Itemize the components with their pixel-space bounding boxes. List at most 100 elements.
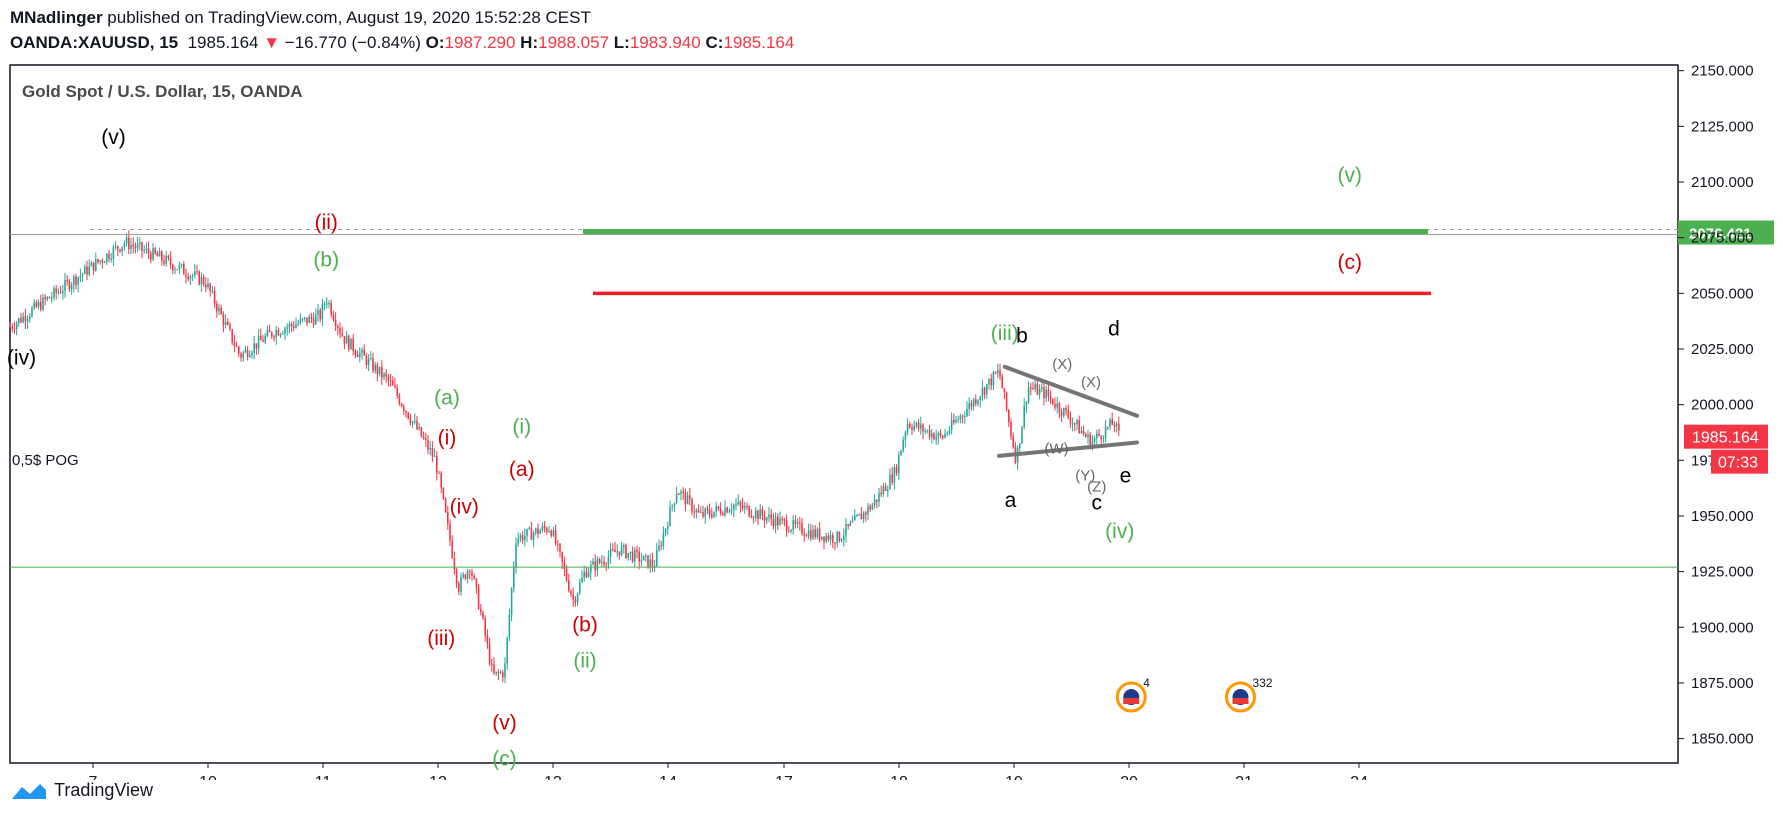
candle-body [823, 536, 825, 542]
candle-body [1085, 433, 1087, 438]
candle-body [653, 566, 656, 568]
candle-body [708, 510, 711, 515]
candle-body [158, 251, 161, 257]
candle-body [442, 487, 445, 499]
candle-body [312, 318, 315, 325]
candle-body [904, 432, 907, 441]
candle-body [409, 418, 412, 424]
candle-body [521, 535, 524, 541]
candle-body [134, 246, 137, 248]
wave-label: d [1108, 318, 1120, 341]
candle-body [350, 338, 352, 350]
candle-body [1027, 387, 1030, 402]
candle-body [42, 297, 44, 310]
candle-body [660, 545, 662, 547]
candle-body [1111, 419, 1113, 425]
candle-body [638, 551, 640, 562]
candle-body [1019, 443, 1021, 448]
time-axis[interactable]: 7 10 11 12 13 14 17 18 19 20 21 24 [89, 763, 1368, 780]
candle-body [31, 308, 33, 317]
wave-label: (X) [1081, 374, 1101, 391]
candle-body [598, 559, 601, 563]
candle-body [152, 248, 154, 260]
candle-body [103, 261, 106, 263]
candle-body [664, 528, 667, 534]
candle-body [59, 291, 62, 294]
candle-body [651, 559, 654, 567]
candle-body [827, 535, 830, 540]
event-markers-layer: 4332333 [1115, 676, 1273, 713]
price-chart[interactable]: Gold Spot / U.S. Dollar, 15, OANDA 0,5$ … [0, 0, 1783, 780]
candle-body [627, 553, 629, 559]
candle-body [341, 333, 343, 337]
candle-body [24, 316, 27, 322]
candle-body [799, 522, 801, 524]
candle-body [64, 279, 66, 291]
time-tick-label: 17 [775, 774, 793, 780]
candle-body [770, 514, 772, 520]
brand-name: TradingView [54, 780, 154, 800]
candle-body [761, 509, 764, 516]
candle-body [794, 520, 797, 525]
candle-body [535, 528, 537, 533]
candle-body [172, 264, 174, 271]
candle-body [911, 427, 913, 430]
candle-body [62, 290, 64, 294]
candle-body [1038, 388, 1041, 395]
candle-body [704, 508, 706, 517]
candle-body [924, 430, 926, 432]
footer-brand[interactable]: TradingView [10, 780, 153, 801]
candle-body [497, 671, 500, 674]
candle-body [739, 501, 742, 506]
candle-body [202, 277, 205, 285]
candle-body [955, 419, 957, 423]
price-tick-label: 2000.000 [1691, 397, 1754, 414]
candle-body [95, 259, 97, 271]
candle-body [649, 559, 651, 568]
candle-body [337, 326, 339, 328]
candle-body [293, 325, 295, 328]
wave-label: (iii) [991, 322, 1019, 345]
candle-body [323, 304, 326, 306]
candle-body [658, 545, 660, 551]
candle-body [961, 415, 964, 417]
candle-body [1043, 387, 1045, 399]
candle-body [858, 513, 860, 516]
candle-body [253, 343, 255, 353]
candle-body [972, 399, 975, 407]
candle-body [356, 354, 359, 357]
triangle-lower-line [997, 440, 1139, 458]
candle-body [1100, 435, 1102, 440]
candle-body [154, 248, 156, 254]
candle-body [403, 406, 405, 412]
low-label: L: [613, 33, 630, 52]
price-axis[interactable]: 2150.000 2125.000 2100.000 2075.000 2050.000… [1678, 63, 1754, 748]
candle-body [515, 543, 517, 567]
candle-body [508, 614, 511, 638]
candle-body [878, 492, 880, 502]
candle-body [686, 495, 689, 505]
symbol[interactable]: OANDA:XAUUSD, 15 [10, 33, 179, 52]
time-tick-label: 24 [1350, 774, 1368, 780]
candle-body [242, 352, 244, 358]
candle-body [301, 318, 304, 320]
candle-body [11, 326, 13, 329]
price-tick-label: 1875.000 [1691, 675, 1754, 692]
author[interactable]: MNadlinger [10, 8, 103, 27]
candle-body [803, 533, 805, 536]
close-value: 1985.164 [723, 33, 795, 52]
candle-body [57, 291, 60, 293]
event-flag-stripe [1123, 698, 1140, 704]
candle-body [1012, 436, 1014, 448]
candle-body [376, 364, 379, 375]
candle-body [519, 535, 522, 539]
candle-body [1115, 423, 1118, 427]
candle-body [609, 549, 612, 557]
candle-body [108, 253, 110, 260]
candle-body [777, 516, 779, 525]
candle-body [667, 526, 669, 529]
candle-body [200, 277, 203, 285]
candle-body [418, 427, 420, 429]
candle-body [290, 323, 293, 326]
candle-body [161, 251, 163, 261]
